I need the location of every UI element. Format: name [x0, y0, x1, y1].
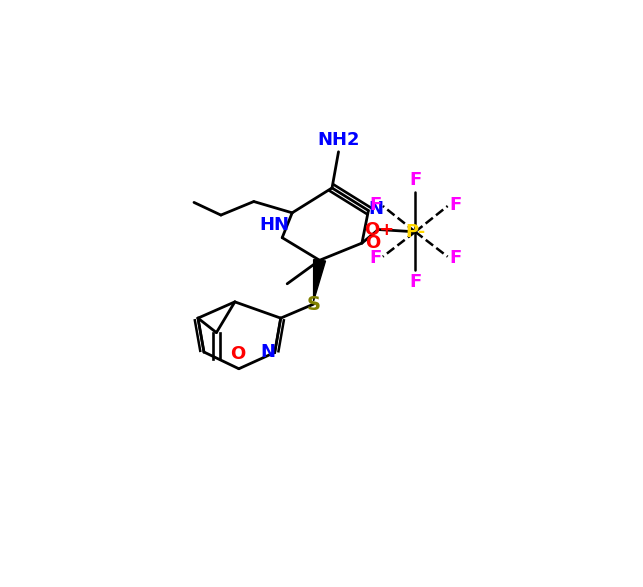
- Text: F: F: [409, 273, 421, 291]
- Text: F: F: [409, 171, 421, 190]
- Text: F: F: [370, 249, 382, 267]
- Text: O+: O+: [364, 221, 395, 238]
- Text: O: O: [230, 345, 245, 363]
- Text: S: S: [307, 295, 321, 314]
- Text: P-: P-: [405, 223, 426, 241]
- Text: HN: HN: [260, 216, 290, 234]
- Text: O: O: [365, 234, 380, 252]
- Text: F: F: [449, 249, 462, 267]
- Text: NH2: NH2: [317, 131, 359, 149]
- Text: N: N: [368, 200, 383, 218]
- Text: F: F: [370, 196, 382, 214]
- Text: F: F: [449, 196, 462, 214]
- Polygon shape: [314, 259, 325, 301]
- Text: N: N: [260, 343, 276, 362]
